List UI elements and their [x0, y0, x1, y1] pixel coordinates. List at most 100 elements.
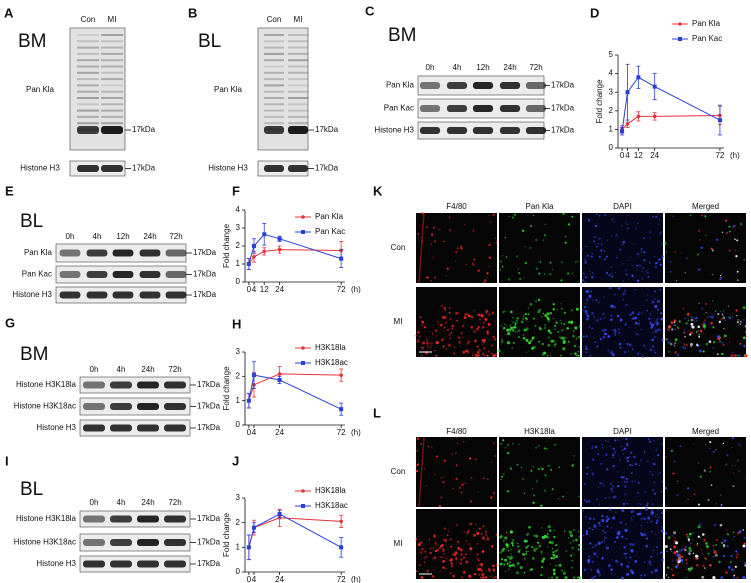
fluorescence-dot — [573, 553, 575, 555]
fluorescence-dot — [623, 546, 626, 549]
fluorescence-dot — [665, 573, 668, 576]
fluorescence-dot — [699, 329, 703, 333]
fluorescence-dot — [706, 316, 708, 318]
fluorescence-dot — [612, 454, 615, 457]
fluorescence-dot — [656, 513, 658, 516]
fluorescence-dot — [616, 536, 619, 539]
fluorescence-dot — [598, 238, 600, 240]
fluorescence-dot — [598, 214, 601, 217]
fluorescence-dot — [589, 290, 591, 292]
fluorescence-dot — [684, 317, 686, 320]
fluorescence-dot — [484, 318, 488, 321]
fluorescence-dot — [678, 549, 682, 553]
fluorescence-image — [582, 507, 665, 580]
fluorescence-dot — [424, 326, 427, 329]
fluorescence-dot — [523, 276, 525, 278]
fluorescence-dot — [523, 571, 526, 574]
panel-letter: K — [373, 183, 383, 198]
fluorescence-dot — [452, 574, 455, 578]
fluorescence-dot — [544, 324, 546, 326]
fluorescence-dot — [557, 330, 560, 333]
fluorescence-dot — [483, 354, 486, 357]
blot-band — [288, 165, 308, 172]
fluorescence-dot — [538, 544, 541, 547]
image-background — [416, 437, 497, 507]
fluorescence-dot — [591, 272, 594, 275]
fluorescence-dot — [638, 465, 641, 467]
fluorescence-dot — [578, 535, 581, 538]
fluorescence-dot — [429, 331, 431, 333]
fluorescence-dot — [554, 343, 557, 346]
fluorescence-dot — [601, 444, 603, 446]
y-tick-label: 1 — [609, 125, 614, 134]
fluorescence-dot — [678, 552, 681, 555]
blot-band — [525, 82, 547, 89]
fluorescence-dot — [677, 560, 679, 562]
fluorescence-dot — [434, 549, 438, 553]
fluorescence-dot — [712, 347, 715, 349]
marker-label: 17kDa — [197, 538, 221, 547]
fluorescence-dot — [495, 564, 498, 567]
fluorescence-dot — [417, 331, 420, 334]
fluorescence-dot — [571, 559, 574, 562]
lane-label: 4h — [93, 232, 102, 241]
fluorescence-dot — [635, 269, 637, 271]
fluorescence-dot — [416, 437, 419, 439]
fluorescence-dot — [588, 517, 592, 520]
fluorescence-dot — [548, 541, 552, 544]
series-line — [248, 233, 342, 265]
fluorescence-dot — [656, 322, 660, 325]
blot-band — [77, 52, 99, 55]
y-tick-label: 4 — [236, 205, 241, 214]
blot-band — [288, 122, 308, 125]
fluorescence-dot — [634, 462, 638, 466]
fluorescence-dot — [619, 318, 623, 322]
fluorescence-dot — [516, 571, 519, 575]
fluorescence-dot — [516, 561, 520, 565]
blot-band — [77, 126, 99, 134]
fluorescence-dot — [477, 325, 480, 328]
fluorescence-dot — [494, 353, 498, 356]
fluorescence-dot — [597, 452, 600, 456]
fluorescence-dot — [687, 330, 689, 332]
fluorescence-dot — [641, 277, 644, 280]
fluorescence-dot — [526, 540, 529, 543]
fluorescence-dot — [625, 323, 627, 325]
fluorescence-dot — [621, 225, 624, 227]
fluorescence-dot — [677, 327, 680, 330]
fluorescence-dot — [722, 442, 725, 445]
fluorescence-dot — [504, 333, 506, 335]
fluorescence-dot — [415, 334, 418, 337]
fluorescence-dot — [523, 557, 526, 560]
fluorescence-dot — [674, 342, 677, 345]
fluorescence-dot — [456, 329, 458, 331]
y-tick-label: 0 — [236, 277, 241, 286]
fluorescence-dot — [713, 523, 717, 527]
fluorescence-dot — [614, 334, 617, 336]
fluorescence-dot — [601, 329, 605, 332]
fluorescence-dot — [484, 279, 487, 282]
blot-band — [264, 78, 284, 81]
row-label: Histone H3K18la — [16, 380, 77, 389]
fluorescence-dot — [530, 347, 533, 350]
fluorescence-dot — [573, 344, 577, 348]
fluorescence-dot — [555, 321, 558, 324]
fluorescence-dot — [656, 519, 659, 522]
fluorescence-dot — [652, 489, 654, 491]
fluorescence-dot — [625, 273, 628, 276]
fluorescence-dot — [558, 466, 561, 469]
fluorescence-dot — [602, 482, 604, 484]
fluorescence-dot — [522, 336, 526, 340]
fluorescence-dot — [593, 337, 595, 339]
fluorescence-dot — [501, 266, 504, 268]
fluorescence-dot — [554, 443, 556, 446]
fluorescence-dot — [588, 294, 592, 298]
fluorescence-dot — [502, 439, 505, 442]
fluorescence-dot — [525, 338, 529, 342]
fluorescence-dot — [510, 553, 512, 555]
fluorescence-dot — [543, 447, 546, 450]
fluorescence-dot — [524, 317, 527, 320]
fluorescence-dot — [612, 329, 614, 331]
fluorescence-dot — [698, 462, 700, 464]
fluorescence-dot — [659, 263, 662, 266]
